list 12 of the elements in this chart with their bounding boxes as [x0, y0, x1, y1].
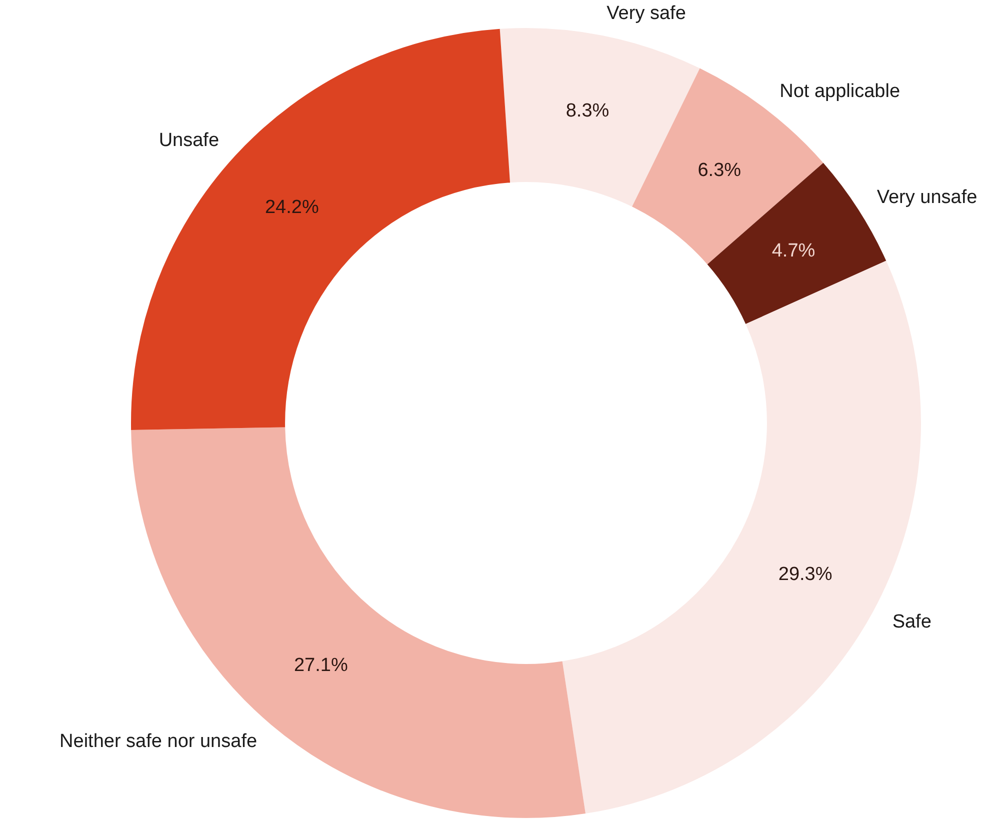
slice-label: Very safe	[606, 3, 686, 24]
slice-label: Safe	[892, 611, 932, 632]
data-label: 4.7%	[772, 240, 816, 262]
slice-label: Unsafe	[158, 130, 220, 151]
data-label: 6.3%	[698, 160, 742, 181]
slice-label: Not applicable	[780, 81, 900, 102]
data-label: 24.2%	[264, 197, 319, 218]
data-label: 27.1%	[294, 655, 348, 676]
data-label: 29.3%	[778, 564, 832, 586]
slice-label: Very unsafe	[876, 186, 978, 208]
slice-label: Neither safe nor unsafe	[60, 730, 258, 752]
data-label: 8.3%	[566, 100, 610, 122]
